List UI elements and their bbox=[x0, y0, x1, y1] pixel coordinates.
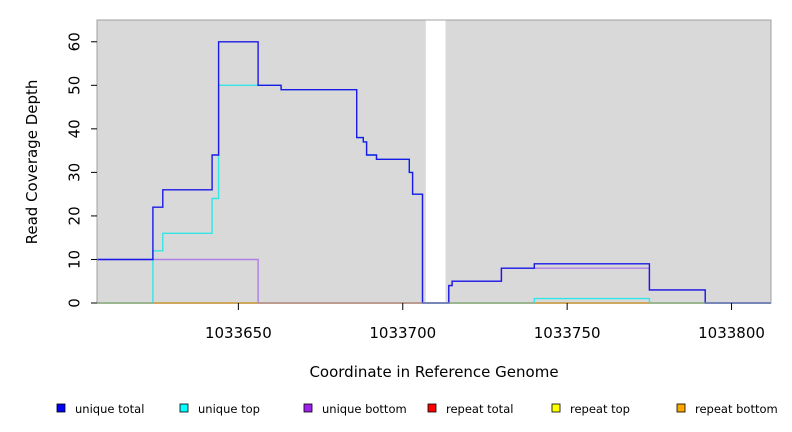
series-unique-total bbox=[97, 41, 771, 304]
legend: unique total unique top unique bottom repea… bbox=[56, 402, 778, 416]
legend-swatch bbox=[551, 403, 561, 413]
y-axis: 0 10 20 30 40 50 60 bbox=[65, 32, 97, 308]
y-tick-label: 10 bbox=[65, 250, 83, 269]
plot-border bbox=[96, 19, 772, 304]
legend-label: repeat bottom bbox=[695, 402, 778, 416]
y-tick-label: 0 bbox=[65, 298, 83, 308]
y-tick-label: 20 bbox=[65, 206, 83, 225]
legend-swatch bbox=[676, 403, 686, 413]
legend-item: repeat bottom bbox=[676, 402, 778, 416]
x-axis-title: Coordinate in Reference Genome bbox=[309, 363, 558, 381]
x-tick-label: 1033700 bbox=[369, 324, 436, 342]
x-axis: 1033650 1033700 1033750 1033800 bbox=[205, 303, 765, 342]
legend-label: unique bottom bbox=[322, 402, 407, 416]
y-tick-label: 60 bbox=[65, 32, 83, 51]
legend-item: unique bottom bbox=[303, 402, 407, 416]
legend-swatch bbox=[179, 403, 189, 413]
legend-swatch bbox=[427, 403, 437, 413]
y-tick-label: 40 bbox=[65, 119, 83, 138]
legend-swatch bbox=[303, 403, 313, 413]
legend-label: repeat top bbox=[570, 402, 630, 416]
legend-label: unique top bbox=[198, 402, 260, 416]
legend-swatch bbox=[56, 403, 66, 413]
y-tick-label: 50 bbox=[65, 76, 83, 95]
gap-region bbox=[425, 20, 446, 303]
x-tick-label: 1033650 bbox=[205, 324, 272, 342]
legend-label: unique total bbox=[75, 402, 144, 416]
legend-item: repeat top bbox=[551, 402, 630, 416]
legend-label: repeat total bbox=[446, 402, 513, 416]
y-axis-title: Read Coverage Depth bbox=[23, 80, 41, 245]
legend-item: repeat total bbox=[427, 402, 513, 416]
legend-item: unique total bbox=[56, 402, 144, 416]
x-tick-label: 1033800 bbox=[698, 324, 765, 342]
y-tick-label: 30 bbox=[65, 163, 83, 182]
x-tick-label: 1033750 bbox=[534, 324, 601, 342]
legend-item: unique top bbox=[179, 402, 260, 416]
